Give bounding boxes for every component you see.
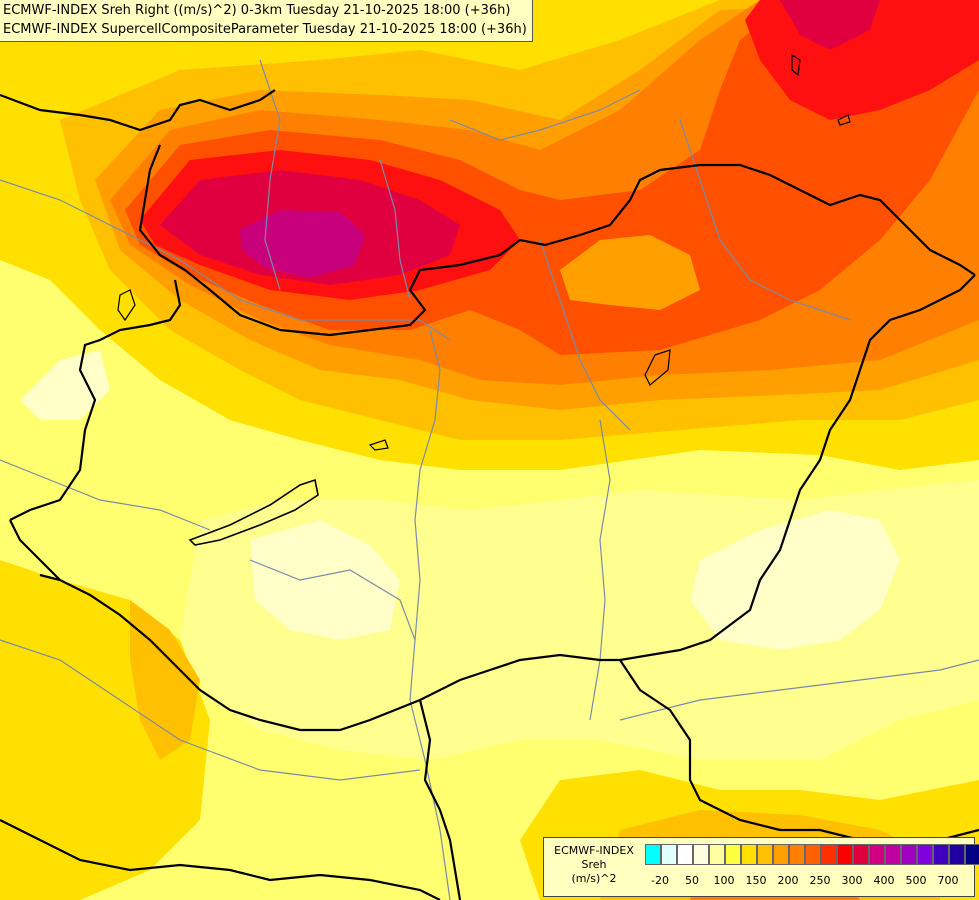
legend-swatch [949, 844, 965, 865]
legend-tick-label: 400 [873, 874, 895, 887]
legend-ticks: -20 50 100 150 200 250 300 400 500 700 [645, 874, 975, 888]
legend-swatch [709, 844, 725, 865]
country-borders [0, 53, 979, 900]
legend: ECMWF-INDEX Sreh (m/s)^2 -20 50 100 150 200 2… [543, 837, 979, 897]
legend-swatch [741, 844, 757, 865]
legend-swatches [645, 844, 979, 865]
legend-tick-label: 300 [841, 874, 863, 887]
header-line-1: ECMWF-INDEX Sreh Right ((m/s)^2) 0-3km T… [3, 3, 511, 18]
legend-tick-label: 700 [937, 874, 959, 887]
field-palest-west [20, 350, 110, 420]
map-header: ECMWF-INDEX Sreh Right ((m/s)^2) 0-3km T… [0, 0, 533, 42]
legend-swatch [821, 844, 837, 865]
legend-tick-label: 500 [905, 874, 927, 887]
legend-tick-label: -20 [651, 874, 669, 887]
legend-swatch [645, 844, 661, 865]
legend-swatch [757, 844, 773, 865]
legend-swatch [965, 844, 979, 865]
field-amber-sw [130, 600, 200, 760]
header-line-2: ECMWF-INDEX SupercellCompositeParameter … [3, 22, 527, 37]
legend-swatch [933, 844, 949, 865]
legend-swatch [661, 844, 677, 865]
legend-tick-label: 50 [685, 874, 699, 887]
legend-tick-label: 250 [809, 874, 831, 887]
legend-swatch [853, 844, 869, 865]
legend-swatch [901, 844, 917, 865]
legend-swatch [789, 844, 805, 865]
rivers [0, 59, 979, 900]
legend-swatch [917, 844, 933, 865]
legend-swatch [773, 844, 789, 865]
legend-swatch [869, 844, 885, 865]
legend-tick-label: 100 [713, 874, 735, 887]
legend-swatch [885, 844, 901, 865]
legend-swatch [837, 844, 853, 865]
legend-swatch [693, 844, 709, 865]
field-palest-center [250, 520, 400, 640]
legend-swatch [805, 844, 821, 865]
legend-tick-label: 150 [745, 874, 767, 887]
field-orange-pocket [560, 235, 700, 310]
legend-title-line-1: ECMWF-INDEX [554, 844, 634, 857]
legend-swatch [677, 844, 693, 865]
legend-title-line-3: (m/s)^2 [571, 872, 617, 885]
legend-title: ECMWF-INDEX Sreh (m/s)^2 [544, 844, 644, 886]
legend-tick-label: 200 [777, 874, 799, 887]
legend-swatch [725, 844, 741, 865]
legend-title-line-2: Sreh [581, 858, 607, 871]
field-crimson-ne [780, 0, 880, 50]
